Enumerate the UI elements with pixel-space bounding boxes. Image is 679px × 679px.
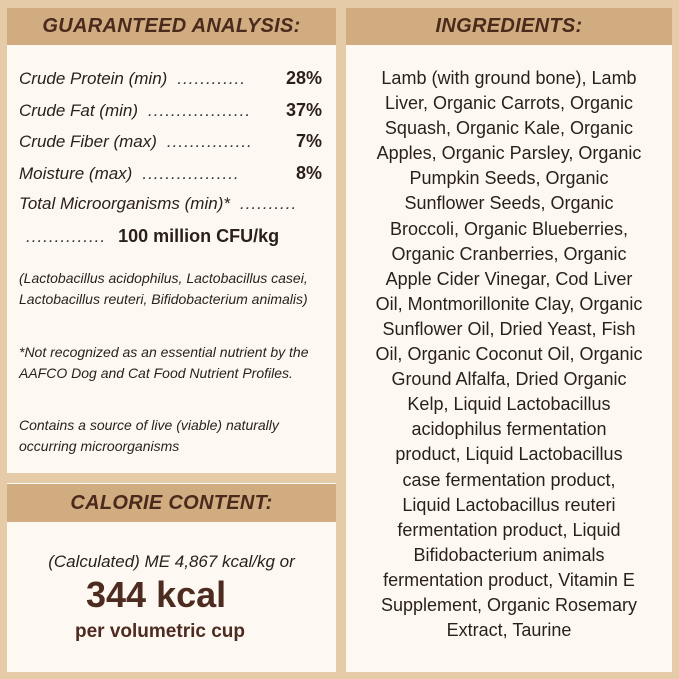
guaranteed-analysis-panel (7, 8, 336, 473)
analysis-row: Crude Fiber (max)............... 7% (19, 131, 322, 152)
row-label: Crude Fat (min) (19, 101, 139, 120)
ingredients-line: Ground Alfalfa, Dried Organic (391, 369, 627, 390)
row-value: 8% (295, 163, 322, 183)
row-dots: .................. (148, 101, 252, 120)
ingredients-line: Lamb (with ground bone), Lamb (381, 68, 637, 88)
microorganisms-value-row: .............. 100 million CFU/kg (26, 226, 322, 247)
row-label: Crude Fiber (max) (19, 132, 157, 151)
ingredients-line: Sunflower Seeds, Organic (404, 193, 614, 214)
row-value: 100 million CFU/kg (118, 226, 280, 246)
ingredients-line: fermentation product, Liquid (397, 519, 621, 540)
row-value: 37% (285, 100, 322, 120)
ingredients-line: Liver, Organic Carrots, Organic (384, 93, 634, 114)
ingredients-line: case fermentation product, (402, 469, 616, 490)
ingredients-line: Oil, Organic Coconut Oil, Organic (375, 344, 643, 365)
ingredients-line: Bifidobacterium animals (413, 544, 605, 565)
row-dots: ............... (166, 132, 253, 151)
row-dots: .......... (239, 194, 298, 213)
ingredients-panel (346, 8, 672, 672)
ingredients-line: Oil, Montmorillonite Clay, Organic (375, 293, 643, 314)
row-dots: .............. (26, 227, 107, 246)
row-dots: ................. (142, 164, 240, 183)
ingredients-line: Supplement, Organic Rosemary (380, 594, 638, 615)
ingredients-line: Kelp, Liquid Lactobacillus (407, 394, 611, 415)
live-note: Contains a source of live (viable) natur… (19, 417, 279, 454)
ingredients-header: INGREDIENTS: (346, 8, 672, 45)
ingredients-line: Broccoli, Organic Blueberries, (389, 218, 629, 239)
strains-note: (Lactobacillus acidophilus, Lactobacillu… (19, 270, 308, 307)
calorie-header: CALORIE CONTENT: (7, 484, 336, 522)
ingredients-line: product, Liquid Lactobacillus (395, 444, 623, 465)
row-value: 28% (285, 68, 322, 88)
ingredients-line: Apples, Organic Parsley, Organic (376, 143, 642, 164)
ingredients-line: Liquid Lactobacillus reuteri (402, 494, 616, 515)
analysis-row: Moisture (max)................. 8% (19, 163, 322, 184)
ingredients-list: Lamb (with ground bone), Lamb Liver, Orga… (346, 66, 672, 643)
row-label: Crude Protein (min) (19, 69, 168, 88)
ingredients-line: Extract, Taurine (446, 620, 572, 641)
ingredients-line: Sunflower Oil, Dried Yeast, Fish (382, 318, 636, 339)
ingredients-line: fermentation product, Vitamin E (383, 569, 635, 590)
ingredients-line: Organic Cranberries, Organic (391, 243, 627, 264)
calorie-calculated: (Calculated) ME 4,867 kcal/kg or (48, 552, 295, 571)
row-dots: ............ (177, 69, 247, 88)
row-label: Moisture (max) (19, 164, 133, 183)
row-label: Total Microorganisms (min)* (19, 194, 230, 213)
ingredients-line: acidophilus fermentation (411, 419, 607, 440)
ingredients-line: Pumpkin Seeds, Organic (409, 168, 609, 189)
calorie-per-cup: per volumetric cup (75, 621, 245, 642)
calorie-kcal: 344 kcal (86, 574, 227, 615)
microorganisms-row: Total Microorganisms (min)*.......... (19, 194, 322, 214)
analysis-row: Crude Fat (min).................. 37% (19, 100, 322, 121)
guaranteed-analysis-header: GUARANTEED ANALYSIS: (7, 8, 336, 45)
footnote: *Not recognized as an essential nutrient… (19, 344, 309, 381)
analysis-row: Crude Protein (min)............ 28% (19, 68, 322, 89)
ingredients-line: Apple Cider Vinegar, Cod Liver (385, 268, 633, 289)
ingredients-line: Squash, Organic Kale, Organic (384, 118, 634, 139)
row-value: 7% (295, 131, 322, 151)
